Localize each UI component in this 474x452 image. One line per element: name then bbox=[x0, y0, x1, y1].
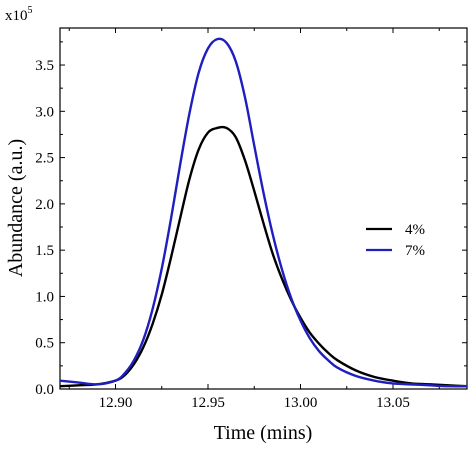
plot-frame bbox=[59, 27, 468, 390]
y-tick-label: 3.0 bbox=[35, 104, 54, 120]
y-tick-label: 2.5 bbox=[35, 151, 54, 167]
y-axis-ticks: 0.0 0.5 1.0 1.5 2.0 2.5 3.0 3.5 bbox=[35, 41, 467, 398]
y-tick-label: 2.0 bbox=[35, 197, 54, 213]
y-multiplier-label: x105 bbox=[5, 5, 33, 24]
x-tick-label: 13.05 bbox=[376, 395, 410, 411]
legend-label-4pct: 4% bbox=[405, 222, 425, 238]
x-axis-ticks: 12.90 12.95 13.00 13.05 bbox=[68, 28, 440, 411]
y-axis-title: Abundance (a.u.) bbox=[5, 139, 27, 277]
series-line-4pct bbox=[59, 125, 468, 388]
x-tick-label: 13.00 bbox=[284, 395, 318, 411]
y-tick-label: 1.0 bbox=[35, 289, 54, 305]
x-axis-title: Time (mins) bbox=[214, 422, 313, 444]
legend-label-7pct: 7% bbox=[405, 243, 425, 259]
y-tick-label: 0.5 bbox=[35, 336, 54, 352]
y-tick-label: 3.5 bbox=[35, 58, 54, 74]
x-tick-label: 12.90 bbox=[99, 395, 133, 411]
y-tick-label: 0.0 bbox=[35, 382, 54, 398]
series-lines bbox=[59, 37, 468, 388]
legend: 4% 7% bbox=[366, 222, 425, 259]
y-tick-label: 1.5 bbox=[35, 243, 54, 259]
x-tick-label: 12.95 bbox=[191, 395, 225, 411]
series-line-7pct bbox=[59, 37, 468, 388]
